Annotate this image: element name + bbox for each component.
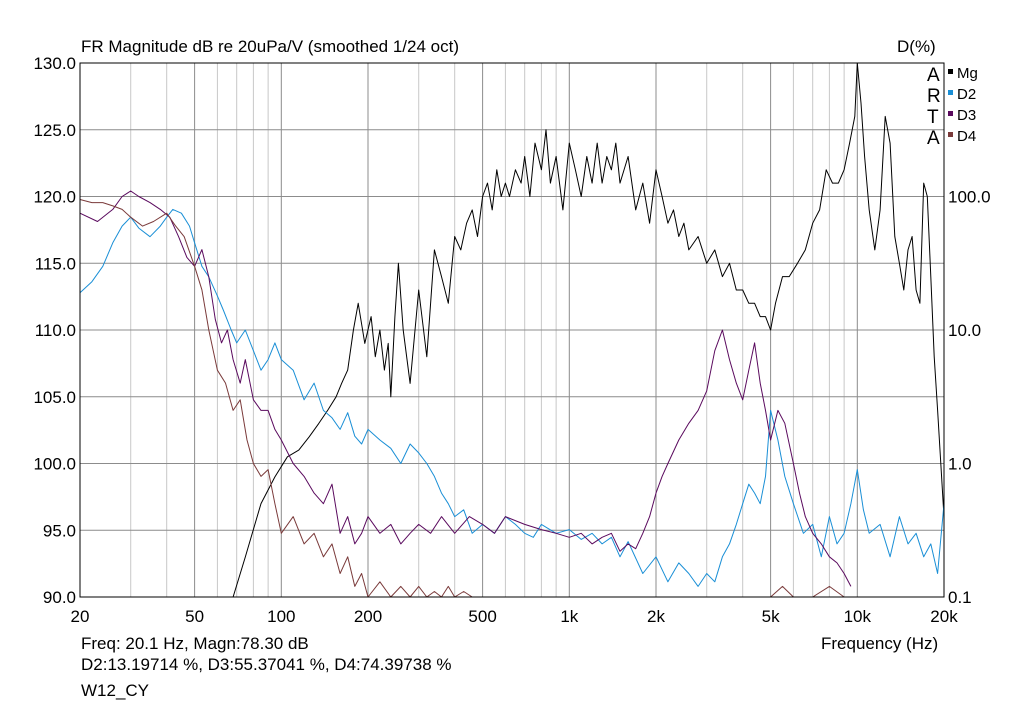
legend-swatch-icon [948, 132, 953, 137]
legend-swatch-icon [948, 90, 953, 95]
legend-item-d4: D4 [948, 128, 976, 146]
x-tick-label: 20 [71, 607, 90, 626]
y-left-tick-label: 95.0 [43, 521, 76, 540]
x-tick-label: 500 [468, 607, 496, 626]
legend-item-d3: D3 [948, 107, 976, 125]
cursor-readout: Freq: 20.1 Hz, Magn:78.30 dB [81, 634, 309, 653]
legend-item-mg: Mg [948, 65, 978, 83]
x-tick-label: 100 [267, 607, 295, 626]
distortion-readout: D2:13.19714 %, D3:55.37041 %, D4:74.3973… [81, 655, 452, 674]
y-left-tick-label: 125.0 [33, 121, 76, 140]
y-left-tick-label: 110.0 [35, 321, 76, 340]
x-tick-label: 10k [844, 607, 872, 626]
arta-letter: A [927, 128, 940, 149]
series-line-mg [232, 62, 945, 598]
y-right-tick-label: 0.1 [948, 588, 972, 607]
y-left-tick-label: 100.0 [33, 455, 76, 474]
x-tick-label: 200 [354, 607, 382, 626]
y-right-tick-label: 100.0 [948, 188, 991, 207]
right-axis-title: D(%) [897, 37, 936, 56]
legend-swatch-icon [948, 69, 953, 74]
y-right-tick-label: 10.0 [948, 321, 981, 340]
legend-label: D3 [957, 107, 977, 124]
arta-letter: A [927, 65, 940, 86]
y-left-tick-labels: 90.0 95.0 100.0 105.0 110.0 115.0 120.0 125.0 13… [33, 54, 76, 607]
series-line-d2 [79, 208, 945, 587]
series-line-d4 [79, 199, 858, 598]
x-tick-label: 1k [560, 607, 578, 626]
y-right-tick-label: 1.0 [948, 455, 972, 474]
x-tick-label: 20k [930, 607, 958, 626]
y-left-tick-label: 120.0 [33, 188, 76, 207]
y-left-tick-label: 105.0 [33, 388, 76, 407]
y-left-tick-label: 130.0 [33, 54, 76, 73]
x-tick-labels: 20 50 100 200 500 1k 2k 5k 10k 20k [71, 607, 959, 626]
legend-item-d2: D2 [948, 86, 976, 104]
arta-letter: R [927, 86, 941, 107]
y-left-tick-label: 115.0 [35, 254, 76, 273]
file-name: W12_CY [81, 681, 150, 700]
legend-label: D2 [957, 86, 977, 103]
x-tick-label: 2k [647, 607, 665, 626]
arta-letter: T [927, 107, 939, 128]
y-left-tick-label: 90.0 [43, 588, 76, 607]
major-gridlines [79, 62, 945, 598]
x-tick-label: 50 [185, 607, 204, 626]
y-right-tick-labels: 0.1 1.0 10.0 100.0 [948, 188, 991, 608]
plot-frame [79, 62, 945, 598]
chart-title: FR Magnitude dB re 20uPa/V (smoothed 1/2… [81, 37, 459, 56]
x-tick-label: 5k [762, 607, 780, 626]
legend-label: Mg [957, 65, 978, 82]
legend-label: D4 [957, 128, 977, 145]
series-line-d3 [79, 190, 852, 587]
x-axis-label: Frequency (Hz) [821, 634, 939, 653]
legend-swatch-icon [948, 111, 953, 116]
